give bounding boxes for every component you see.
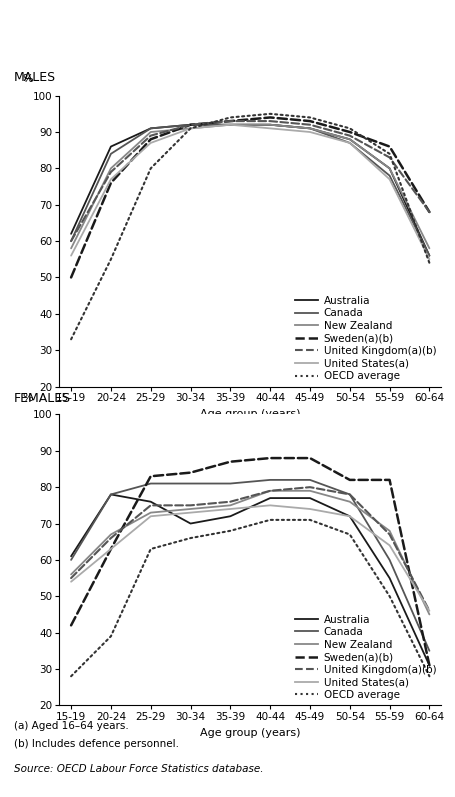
Text: (b) Includes defence personnel.: (b) Includes defence personnel.: [14, 739, 179, 749]
Text: FEMALES: FEMALES: [14, 392, 71, 405]
Text: %: %: [23, 393, 34, 402]
X-axis label: Age group (years): Age group (years): [200, 409, 300, 419]
Legend: Australia, Canada, New Zealand, Sweden(a)(b), United Kingdom(a)(b), United State: Australia, Canada, New Zealand, Sweden(a…: [295, 296, 436, 381]
Legend: Australia, Canada, New Zealand, Sweden(a)(b), United Kingdom(a)(b), United State: Australia, Canada, New Zealand, Sweden(a…: [295, 614, 436, 700]
Text: MALES: MALES: [14, 71, 56, 84]
Text: Source: OECD Labour Force Statistics database.: Source: OECD Labour Force Statistics dat…: [14, 764, 263, 775]
Text: %: %: [23, 74, 34, 84]
Text: (a) Aged 16–64 years.: (a) Aged 16–64 years.: [14, 721, 128, 732]
X-axis label: Age group (years): Age group (years): [200, 728, 300, 738]
